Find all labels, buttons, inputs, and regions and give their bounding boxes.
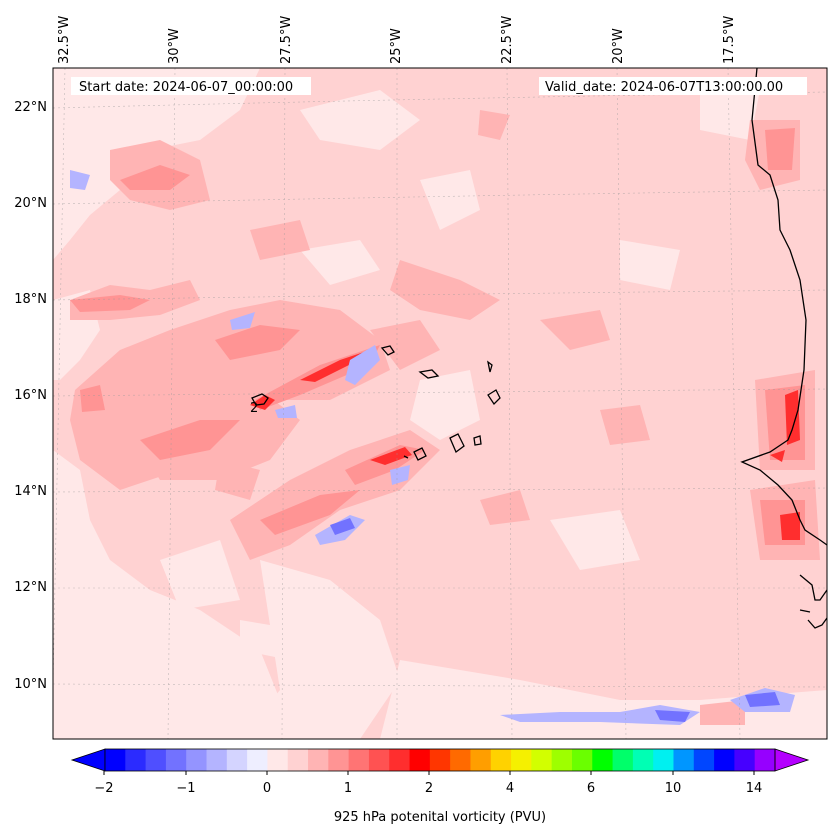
colorbar-tick-label: 1	[344, 781, 352, 796]
colorbar-cell	[673, 749, 695, 771]
colorbar-over-arrow	[774, 748, 810, 772]
lat-label: 10°N	[14, 677, 47, 692]
lon-label: 30°W	[167, 28, 182, 64]
colorbar-cell	[186, 749, 208, 771]
colorbar-cell	[165, 749, 187, 771]
cape-verde-islands	[251, 345, 501, 461]
colorbar-tick-label: 10	[665, 781, 682, 796]
colorbar-cell	[571, 749, 593, 771]
colorbar-cell	[653, 749, 675, 771]
lon-label: 20°W	[611, 28, 626, 64]
colorbar-cell	[754, 749, 776, 771]
lat-label: 12°N	[14, 580, 47, 595]
colorbar-tick-label: −1	[176, 781, 195, 796]
start-date-box	[71, 77, 311, 95]
map-panel: 2 Start date: 2024-06-07_00:00:00 Valid_…	[53, 68, 827, 739]
colorbar-cell	[287, 749, 309, 771]
colorbar-cell	[247, 749, 269, 771]
colorbar-cell	[450, 749, 472, 771]
colorbar-cell	[632, 749, 654, 771]
colorbar-cell	[429, 749, 451, 771]
colorbar-cell	[206, 749, 228, 771]
coastlines	[740, 68, 827, 629]
lat-label: 18°N	[14, 292, 47, 307]
colorbar-cell	[531, 749, 553, 771]
west-africa-coastline	[740, 68, 827, 546]
colorbar-cell	[105, 749, 126, 771]
lon-label: 32.5°W	[57, 16, 72, 64]
colorbar-cell	[490, 749, 512, 771]
colorbar-title: 925 hPa potenital vorticity (PVU)	[334, 810, 546, 825]
colorbar-ticks	[103, 771, 755, 775]
colorbar-cell	[267, 749, 289, 771]
colorbar-tick-label: −2	[94, 781, 113, 796]
colorbar-cell	[734, 749, 756, 771]
start-date-text: Start date: 2024-06-07_00:00:00	[79, 80, 293, 95]
colorbar-cell	[328, 749, 350, 771]
colorbar-cell	[125, 749, 147, 771]
colorbar: −2 −1 0 1 2 4 6 10 14 925 hPa potenital …	[70, 748, 810, 825]
colorbar-cell	[145, 749, 167, 771]
deep-negative-patches	[330, 518, 780, 722]
colorbar-tick-label: 4	[506, 781, 514, 796]
lat-label: 20°N	[14, 196, 47, 211]
colorbar-tick-label: 14	[746, 781, 763, 796]
strong-red-fields	[250, 350, 800, 540]
lon-label: 17.5°W	[722, 16, 737, 64]
colorbar-cell	[470, 749, 492, 771]
colorbar-cell	[612, 749, 634, 771]
latitude-labels: 22°N 20°N 18°N 16°N 14°N 12°N 10°N	[14, 100, 47, 692]
colorbar-cells	[105, 749, 776, 771]
colorbar-cell	[368, 749, 390, 771]
contour-label: 2	[250, 401, 258, 416]
colorbar-cell	[693, 749, 715, 771]
colorbar-cell	[511, 749, 532, 771]
colorbar-cell	[409, 749, 431, 771]
colorbar-tick-label: 6	[587, 781, 595, 796]
colorbar-cell	[714, 749, 735, 771]
colorbar-cell	[308, 749, 329, 771]
gridlines	[53, 68, 827, 739]
lat-label: 14°N	[14, 484, 47, 499]
lat-label: 16°N	[14, 388, 47, 403]
longitude-labels: 32.5°W 30°W 27.5°W 25°W 22.5°W 20°W 17.5…	[57, 16, 737, 64]
valid-date-box	[539, 77, 807, 95]
lon-label: 25°W	[389, 28, 404, 64]
lon-label: 27.5°W	[279, 16, 294, 64]
colorbar-tick-label: 0	[263, 781, 271, 796]
colorbar-cell	[348, 749, 370, 771]
lon-label: 22.5°W	[500, 16, 515, 64]
colorbar-under-arrow	[70, 748, 106, 772]
map-frame	[52, 67, 828, 740]
colorbar-tick-label: 2	[425, 781, 433, 796]
lat-label: 22°N	[14, 100, 47, 115]
colorbar-cell	[592, 749, 614, 771]
colorbar-cell	[551, 749, 573, 771]
colorbar-cell	[389, 749, 411, 771]
colorbar-cell	[226, 749, 248, 771]
valid-date-text: Valid_date: 2024-06-07T13:00:00.00	[545, 80, 783, 95]
colorbar-frame	[104, 748, 776, 772]
